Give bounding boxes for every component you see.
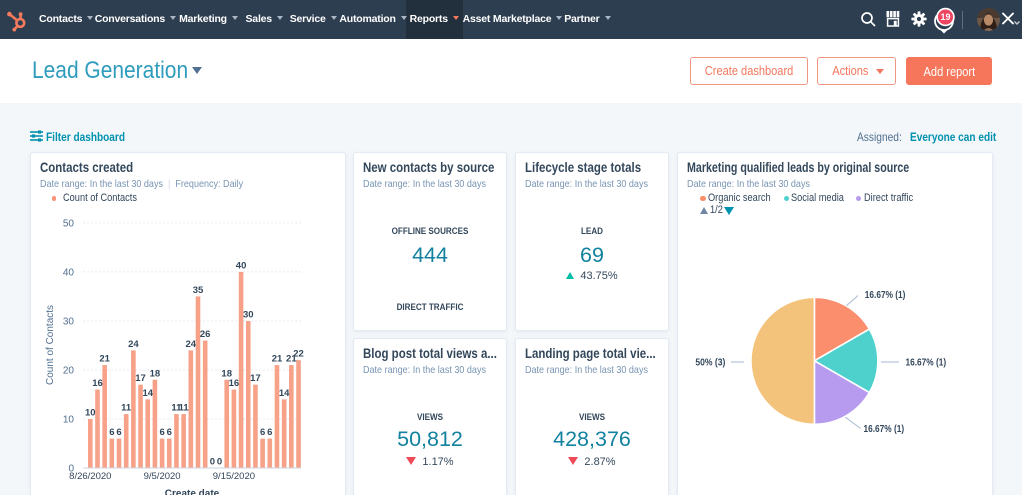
svg-text:0: 0 — [68, 464, 74, 475]
svg-text:6: 6 — [159, 427, 164, 438]
svg-text:16.67% (1): 16.67% (1) — [865, 290, 906, 301]
svg-text:Create date: Create date — [165, 489, 220, 495]
svg-text:16.67% (1): 16.67% (1) — [906, 358, 947, 369]
svg-text:30: 30 — [63, 316, 75, 327]
svg-text:21: 21 — [286, 354, 297, 365]
svg-text:21: 21 — [272, 354, 283, 365]
svg-text:17: 17 — [135, 373, 146, 384]
svg-text:16: 16 — [92, 378, 103, 389]
svg-text:20: 20 — [63, 365, 75, 376]
svg-text:14: 14 — [279, 388, 290, 399]
svg-text:16.67% (1): 16.67% (1) — [864, 424, 905, 435]
svg-text:18: 18 — [221, 368, 232, 379]
svg-text:18: 18 — [150, 368, 161, 379]
svg-text:0: 0 — [217, 457, 222, 468]
svg-text:22: 22 — [293, 349, 304, 360]
svg-text:21: 21 — [99, 354, 110, 365]
svg-text:6: 6 — [260, 427, 265, 438]
svg-text:19: 19 — [940, 12, 950, 22]
svg-text:11: 11 — [121, 403, 132, 414]
svg-text:40: 40 — [236, 260, 247, 271]
svg-text:35: 35 — [193, 285, 204, 296]
svg-text:16: 16 — [229, 378, 240, 389]
svg-text:17: 17 — [250, 373, 261, 384]
svg-text:0: 0 — [210, 457, 215, 468]
svg-text:10: 10 — [85, 407, 96, 418]
svg-text:11: 11 — [171, 403, 182, 414]
svg-text:14: 14 — [142, 388, 153, 399]
svg-text:11: 11 — [179, 403, 190, 414]
svg-text:40: 40 — [63, 267, 75, 278]
svg-text:6: 6 — [167, 427, 172, 438]
svg-text:26: 26 — [200, 329, 211, 340]
svg-text:30: 30 — [243, 309, 254, 320]
svg-text:50% (3): 50% (3) — [695, 358, 725, 369]
svg-text:6: 6 — [109, 427, 114, 438]
svg-text:6: 6 — [116, 427, 121, 438]
svg-text:8/26/2020: 8/26/2020 — [69, 471, 111, 482]
svg-text:Count of Contacts: Count of Contacts — [45, 305, 56, 385]
svg-text:9/15/2020: 9/15/2020 — [213, 471, 255, 482]
svg-text:9/5/2020: 9/5/2020 — [144, 471, 181, 482]
svg-text:24: 24 — [128, 339, 139, 350]
svg-text:6: 6 — [267, 427, 272, 438]
svg-text:24: 24 — [186, 339, 197, 350]
svg-text:50: 50 — [63, 218, 75, 229]
svg-text:10: 10 — [63, 414, 75, 425]
